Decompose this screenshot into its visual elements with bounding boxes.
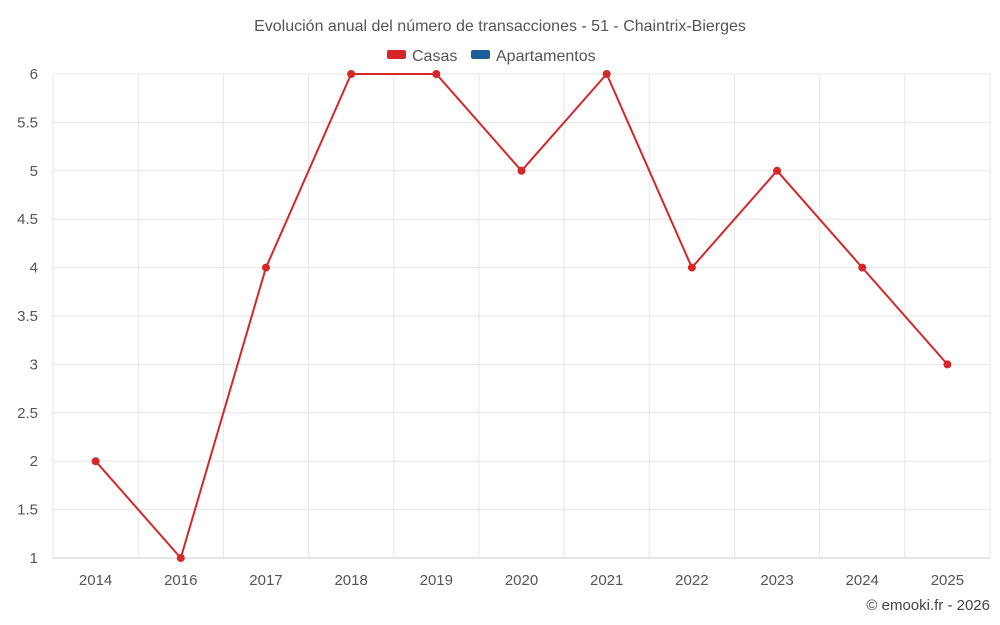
data-point-2020[interactable] [517,166,526,175]
data-point-2021[interactable] [602,70,611,78]
data-point-2014[interactable] [91,457,100,466]
y-tick-label: 4.5 [17,211,38,228]
data-point-2024[interactable] [858,263,867,272]
x-tick-label: 2019 [420,572,453,589]
x-tick-label: 2023 [760,572,793,589]
x-tick-label: 2022 [675,572,708,589]
y-tick-label: 3 [30,356,38,373]
x-tick-label: 2021 [590,572,623,589]
data-point-2023[interactable] [773,166,782,175]
x-tick-label: 2016 [164,572,197,589]
legend-swatch [387,50,406,59]
y-axis-ticks: 1 1.5 2 2.5 3 3.5 4 4.5 5 5.5 6 [17,66,38,567]
data-point-2022[interactable] [687,263,696,272]
credit-text: © emooki.fr - 2026 [866,597,990,614]
y-tick-label: 3.5 [17,308,38,325]
y-tick-label: 4 [30,260,38,277]
legend[interactable]: Casas Apartamentos [387,48,596,65]
x-tick-label: 2024 [846,572,879,589]
legend-label: Apartamentos [496,48,596,65]
x-axis-ticks: 2014 2016 2017 2018 2019 2020 2021 2022 2023 2024… [79,572,964,589]
y-tick-label: 5.5 [17,114,38,131]
data-point-2017[interactable] [261,263,270,272]
x-tick-label: 2018 [334,572,367,589]
legend-swatch [471,50,490,59]
legend-label: Casas [412,48,457,65]
data-point-2016[interactable] [176,554,185,562]
x-tick-label: 2014 [79,572,112,589]
x-tick-label: 2020 [505,572,538,589]
y-tick-label: 5 [30,163,38,180]
chart-title: Evolución anual del número de transaccio… [254,18,746,35]
legend-item-casas[interactable]: Casas [387,48,457,65]
legend-item-apartamentos[interactable]: Apartamentos [471,48,596,65]
y-tick-label: 1 [30,550,38,567]
x-tick-label: 2025 [931,572,964,589]
data-point-2025[interactable] [943,360,952,369]
y-tick-label: 2 [30,453,38,470]
data-point-2018[interactable] [347,70,356,78]
data-point-2019[interactable] [432,70,441,78]
y-tick-label: 6 [30,66,38,83]
grid [52,73,991,559]
x-tick-label: 2017 [249,572,282,589]
y-tick-label: 1.5 [17,502,38,519]
series [91,70,952,562]
y-tick-label: 2.5 [17,405,38,422]
